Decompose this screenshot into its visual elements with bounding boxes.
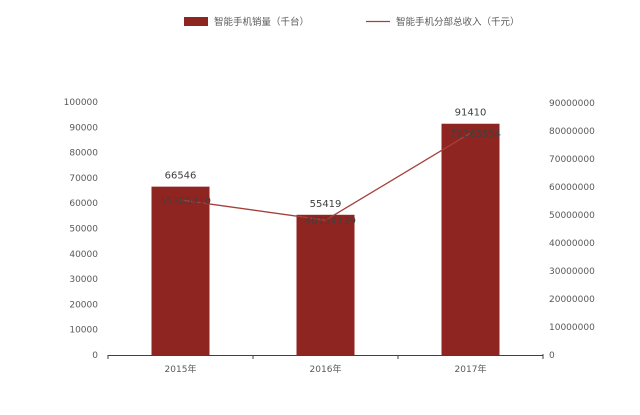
y-right-tick-label: 20000000 xyxy=(549,295,595,305)
y-left-tick-label: 20000 xyxy=(69,300,98,310)
y-left-tick-label: 10000 xyxy=(69,326,98,336)
line-value-label: 79263594 xyxy=(450,129,501,140)
bar xyxy=(297,215,355,355)
bar xyxy=(152,187,210,355)
bar-value-label: 66546 xyxy=(165,171,197,182)
bar-value-label: 55419 xyxy=(310,199,342,210)
legend-label-bar: 智能手机销量（千台） xyxy=(214,16,309,28)
y-left-tick-label: 60000 xyxy=(69,199,98,209)
bars xyxy=(152,124,500,355)
line-value-label: 55385410 xyxy=(160,196,211,207)
y-right-tick-label: 80000000 xyxy=(549,127,595,137)
y-right-tick-label: 30000000 xyxy=(549,267,595,277)
y-right-tick-label: 40000000 xyxy=(549,239,595,249)
line-value-label: 48154139 xyxy=(305,216,356,227)
bar xyxy=(442,124,500,355)
x-tick-label: 2017年 xyxy=(455,363,487,375)
y-right-tick-label: 50000000 xyxy=(549,211,595,221)
legend: 智能手机销量（千台） 智能手机分部总收入（千元） xyxy=(184,16,520,28)
y-left-tick-label: 90000 xyxy=(69,123,98,133)
y-right-tick-label: 10000000 xyxy=(549,323,595,333)
y-left-tick-label: 40000 xyxy=(69,250,98,260)
x-tick-label: 2016年 xyxy=(310,363,342,375)
legend-swatch-bar xyxy=(184,17,208,26)
y-left-tick-label: 80000 xyxy=(69,149,98,159)
y-left-tick-label: 100000 xyxy=(64,98,99,108)
y-left-tick-label: 0 xyxy=(92,351,98,361)
y-left-tick-label: 50000 xyxy=(69,225,98,235)
y-right-tick-label: 0 xyxy=(549,351,555,361)
y-left-tick-label: 30000 xyxy=(69,275,98,285)
y-right-tick-label: 70000000 xyxy=(549,155,595,165)
y-right-tick-label: 90000000 xyxy=(549,99,595,109)
y-right-tick-label: 60000000 xyxy=(549,183,595,193)
x-tick-label: 2015年 xyxy=(165,363,197,375)
legend-label-line: 智能手机分部总收入（千元） xyxy=(396,16,520,28)
y-left-tick-label: 70000 xyxy=(69,174,98,184)
bar-value-label: 91410 xyxy=(455,108,487,119)
